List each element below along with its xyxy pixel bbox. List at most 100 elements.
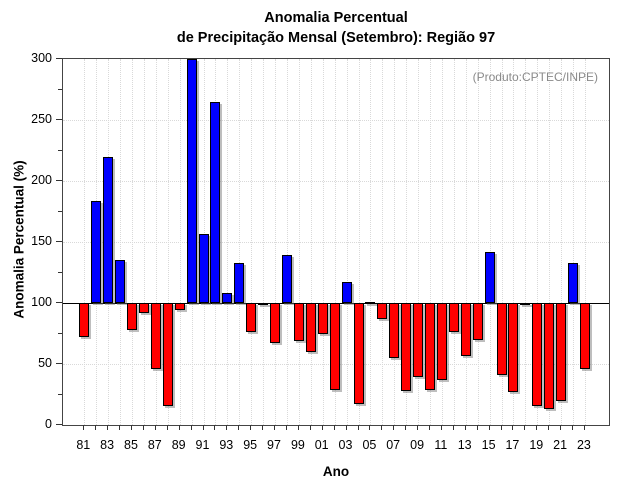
chart-title-line2: de Precipitação Mensal (Setembro): Regiã… (176, 30, 496, 46)
horizontal-gridline (63, 120, 609, 121)
bar-83 (103, 156, 114, 303)
bar-93 (222, 293, 233, 303)
x-tick-label: 99 (290, 438, 305, 452)
x-tick (560, 425, 562, 430)
bar-15 (484, 251, 495, 303)
bar-89 (174, 303, 185, 311)
y-tick (56, 424, 62, 425)
y-tick-label: 0 (45, 417, 52, 431)
y-tick (56, 241, 62, 242)
x-tick (297, 425, 299, 430)
x-tick (536, 425, 538, 430)
bar-07 (389, 303, 400, 358)
x-tick-label: 17 (505, 438, 520, 452)
x-tick (285, 425, 287, 430)
y-tick (56, 363, 62, 364)
x-tick (107, 425, 109, 430)
x-tick (452, 425, 454, 430)
bar-09 (413, 303, 424, 378)
x-tick-label: 83 (100, 438, 115, 452)
x-tick-label: 89 (171, 438, 186, 452)
bar-21 (556, 303, 567, 401)
y-minor-tick (58, 210, 62, 212)
x-axis-label: Ano (322, 464, 350, 479)
x-tick-label: 91 (195, 438, 210, 452)
horizontal-gridline (63, 181, 609, 182)
x-tick-label: 81 (76, 438, 91, 452)
y-tick-label: 200 (31, 173, 52, 187)
x-tick (524, 425, 526, 430)
bar-14 (472, 303, 483, 340)
bar-17 (508, 303, 519, 393)
y-tick (56, 119, 62, 120)
bar-99 (293, 303, 304, 341)
bar-97 (270, 303, 280, 344)
bar-82 (91, 200, 102, 303)
bar-96 (258, 303, 269, 306)
x-tick (166, 425, 168, 430)
bar-84 (115, 260, 126, 303)
x-tick (333, 425, 335, 430)
bar-12 (448, 303, 459, 333)
bar-91 (198, 233, 209, 303)
y-tick-label: 150 (31, 234, 52, 248)
x-tick (321, 425, 323, 430)
bar-81 (79, 303, 90, 338)
x-tick-label: 09 (410, 438, 425, 452)
bar-00 (305, 303, 316, 352)
x-tick (357, 425, 359, 430)
y-tick (56, 180, 62, 181)
x-tick-label: 01 (314, 438, 329, 452)
x-tick (548, 425, 550, 430)
y-tick-label: 250 (31, 112, 52, 126)
x-tick (119, 425, 121, 430)
x-tick (262, 425, 264, 430)
bar-20 (544, 303, 555, 410)
bar-94 (234, 262, 245, 303)
x-tick (440, 425, 442, 430)
y-tick (56, 58, 62, 59)
horizontal-gridline (63, 242, 609, 243)
x-tick-label: 05 (362, 438, 377, 452)
x-tick (178, 425, 180, 430)
bar-92 (210, 101, 221, 303)
x-tick (583, 425, 585, 430)
bar-90 (186, 59, 197, 303)
bar-18 (520, 303, 531, 305)
x-tick (429, 425, 430, 430)
bar-87 (150, 303, 161, 369)
bar-98 (281, 255, 292, 303)
bar-88 (162, 303, 173, 406)
x-tick (274, 425, 275, 430)
x-tick-label: 11 (434, 438, 448, 452)
x-tick-label: 15 (481, 438, 496, 452)
y-minor-tick (58, 271, 62, 273)
x-tick (476, 425, 478, 430)
x-tick (512, 425, 514, 430)
x-tick-label: 97 (267, 438, 281, 452)
x-tick-label: 21 (553, 438, 568, 452)
source-annotation: (Produto:CPTEC/INPE) (472, 70, 598, 84)
bar-02 (329, 303, 340, 390)
x-tick (464, 425, 466, 430)
x-tick-label: 07 (386, 438, 401, 452)
x-tick (190, 425, 192, 430)
bar-85 (127, 303, 137, 330)
x-tick (369, 425, 371, 430)
x-tick-label: 87 (147, 438, 162, 452)
y-tick (56, 302, 62, 303)
bar-10 (425, 303, 435, 390)
x-tick (226, 425, 228, 430)
x-tick (250, 425, 252, 430)
x-tick (95, 425, 97, 430)
x-tick (214, 425, 216, 430)
x-tick (405, 425, 407, 430)
y-minor-tick (58, 332, 62, 334)
x-tick (309, 425, 311, 430)
y-minor-tick (58, 88, 62, 90)
x-tick-label: 95 (243, 438, 258, 452)
bar-23 (579, 303, 590, 369)
x-tick (202, 425, 204, 430)
bar-16 (496, 303, 507, 375)
